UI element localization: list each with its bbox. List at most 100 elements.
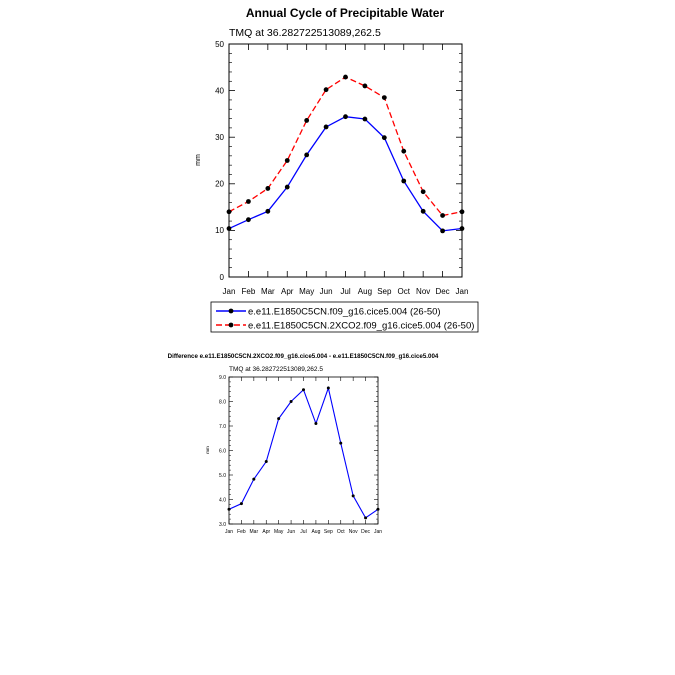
x-tick-label: Mar [261, 287, 275, 296]
x-tick-label: Nov [349, 529, 358, 535]
y-tick-label: 40 [215, 86, 224, 95]
series-2-point [265, 186, 271, 191]
series-1-point [252, 477, 256, 481]
series-1-point [440, 228, 445, 234]
series-1-point [376, 507, 380, 511]
x-tick-label: Jan [225, 529, 233, 535]
legend-label-series-2: e.e11.E1850C5CN.2XCO2.f09_g16.cice5.004 … [248, 321, 474, 332]
chart-difference-y-axis-label: mm [205, 446, 210, 454]
legend-box [210, 301, 479, 333]
series-2-point [226, 209, 232, 215]
chart-difference-subtitle: TMQ at 36.282722513089,262.5 [229, 366, 323, 373]
legend-entry-series-2: e.e11.E1850C5CN.2XCO2.f09_g16.cice5.004 … [216, 321, 474, 332]
x-tick-label: Jun [320, 287, 333, 296]
series-1-point [326, 386, 330, 390]
legend-entry-series-1: e.e11.E1850C5CN.f09_g16.cice5.004 (26-50… [216, 307, 441, 318]
y-tick-label: 6.0 [219, 448, 226, 454]
x-tick-label: Apr [262, 529, 270, 535]
series-line-2 [228, 76, 463, 217]
x-tick-label: Feb [237, 529, 246, 535]
chart-main-y-axis-label: mm [195, 154, 202, 166]
series-1-point [226, 226, 232, 231]
y-tick-label: 0 [220, 273, 225, 282]
series-1-point [401, 178, 407, 184]
x-tick-label: May [274, 529, 284, 535]
chart-difference-title: Difference e.e11.E1850C5CN.2XCO2.f09_g16… [168, 353, 439, 360]
chart-main-title: Annual Cycle of Precipitable Water [246, 6, 445, 20]
series-1-point [289, 400, 293, 403]
series-1-point [351, 494, 355, 498]
x-tick-label: Jan [374, 529, 382, 535]
x-tick-label: Dec [435, 287, 449, 296]
y-tick-label: 30 [215, 133, 224, 142]
series-1-point [362, 116, 368, 122]
series-2-point [420, 189, 426, 195]
chart-difference-series [227, 386, 380, 520]
x-tick-label: May [299, 287, 314, 296]
x-tick-label: Jan [456, 287, 469, 296]
chart-main-subtitle: TMQ at 36.282722513089,262.5 [229, 27, 381, 39]
series-1-point [364, 516, 368, 520]
x-tick-label: Aug [311, 529, 320, 535]
series-1-point [343, 114, 348, 120]
x-tick-label: Oct [337, 529, 345, 535]
series-1-point [239, 502, 243, 506]
x-tick-label: Jul [340, 287, 350, 296]
series-1-point [314, 422, 318, 426]
y-tick-label: 3.0 [219, 522, 226, 528]
y-tick-label: 5.0 [219, 473, 226, 479]
chart-difference: Difference e.e11.E1850C5CN.2XCO2.f09_g16… [168, 353, 439, 535]
x-tick-label: Jan [223, 287, 236, 296]
series-2-point [459, 209, 465, 215]
series-1-point [304, 152, 310, 158]
series-1-point [264, 460, 268, 464]
series-2-point [246, 199, 251, 204]
series-1-point [302, 388, 305, 392]
chart-main-x-ticks: Jan Feb Mar Apr May Jun Jul Aug Sep Oct Nov Dec Jan [223, 44, 469, 296]
series-2-point [381, 95, 387, 100]
legend-label-series-1: e.e11.E1850C5CN.f09_g16.cice5.004 (26-50… [248, 307, 441, 318]
series-1-point [339, 441, 343, 445]
series-1-point [420, 208, 426, 214]
series-1-point [277, 417, 281, 421]
x-tick-label: Feb [242, 287, 256, 296]
chart-difference-y-ticks: 3.0 4.0 5.0 6.0 7.0 8.0 9.0 [219, 375, 378, 528]
chart-difference-plot-frame [228, 376, 379, 525]
legend-marker-series-1 [228, 308, 234, 314]
y-tick-label: 50 [215, 40, 224, 49]
x-tick-label: Apr [281, 287, 294, 296]
chart-main-y-ticks: 0 10 20 30 40 50 [215, 40, 462, 282]
x-tick-label: Sep [377, 287, 392, 296]
x-tick-label: Oct [398, 287, 411, 296]
x-tick-label: Dec [361, 529, 370, 535]
chart-main-series [226, 74, 465, 234]
y-tick-label: 20 [215, 180, 224, 189]
series-2-point [304, 118, 310, 123]
chart-main-legend: e.e11.E1850C5CN.f09_g16.cice5.004 (26-50… [210, 301, 479, 333]
series-1-point [459, 226, 465, 231]
series-2-point [362, 83, 368, 89]
y-tick-label: 10 [215, 226, 224, 235]
chart-main: Annual Cycle of Precipitable Water TMQ a… [195, 6, 479, 333]
y-tick-label: 9.0 [219, 375, 226, 381]
series-1-point [381, 135, 387, 141]
series-1-point [246, 217, 251, 223]
x-tick-label: Jun [287, 529, 295, 535]
series-1-point [284, 184, 290, 190]
y-tick-label: 4.0 [219, 497, 226, 503]
series-2-point [401, 148, 407, 154]
series-line-1 [228, 386, 379, 519]
series-1-point [265, 208, 271, 214]
chart-difference-x-ticks: Jan Feb Mar Apr May Jun Jul Aug Sep Oct Nov Dec Jan [225, 377, 382, 535]
legend-marker-series-2 [228, 322, 234, 328]
series-2-point [284, 158, 290, 163]
y-tick-label: 8.0 [219, 399, 226, 405]
x-tick-label: Sep [324, 529, 333, 535]
series-2-point [343, 74, 348, 80]
series-1-point [323, 124, 329, 130]
series-2-point [323, 87, 329, 93]
x-tick-label: Nov [416, 287, 430, 296]
series-line-1 [228, 116, 463, 232]
series-1-point [227, 507, 231, 511]
